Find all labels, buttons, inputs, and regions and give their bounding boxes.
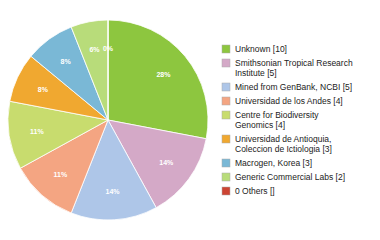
slice [108, 20, 208, 139]
chart: 28% 14% 14% 11% 11% 8% 8% 6%0% Unknown [10] Smith… [0, 0, 380, 240]
legend-item: Smithsonian Tropical ResearchInstitute [… [222, 58, 353, 78]
data-label: 11% [30, 128, 44, 135]
data-label: 0% [103, 45, 114, 52]
legend-item: Mined from GenBank, NCBI [5] [222, 82, 352, 92]
legend-label: 0 Others [] [235, 186, 275, 196]
legend-item: Generic Commercial Labs [2] [222, 172, 345, 182]
data-label: 11% [54, 171, 68, 178]
legend-item: Centre for BiodiversityGenomics [4] [222, 110, 319, 130]
data-label: 8% [38, 86, 49, 93]
slice [108, 20, 109, 120]
legend-swatch [222, 159, 230, 167]
legend-swatch [222, 97, 230, 105]
legend-swatch [222, 111, 230, 119]
legend-item: Macrogen, Korea [3] [222, 158, 312, 168]
legend-item: 0 Others [] [222, 186, 275, 196]
legend: Unknown [10] Smithsonian Tropical Researc… [222, 44, 353, 196]
legend-label: Generic Commercial Labs [2] [235, 172, 345, 182]
data-label: 8% [61, 58, 72, 65]
legend-swatch [222, 135, 230, 143]
legend-item: Unknown [10] [222, 44, 287, 54]
data-label: 6% [89, 46, 100, 53]
legend-label: Smithsonian Tropical ResearchInstitute [… [235, 58, 353, 78]
legend-label: Unknown [10] [235, 44, 287, 54]
data-label: 14% [106, 188, 121, 195]
legend-item: Universidad de Antioquia,Coleccion de Ic… [222, 134, 332, 154]
data-label: 28% [156, 71, 171, 78]
slice [71, 20, 108, 120]
legend-swatch [222, 83, 230, 91]
data-label: 14% [159, 159, 174, 166]
pie: 28% 14% 14% 11% 11% 8% 8% 6%0% [8, 20, 208, 220]
legend-label: Macrogen, Korea [3] [235, 158, 312, 168]
legend-swatch [222, 59, 230, 67]
legend-swatch [222, 187, 230, 195]
legend-item: Universidad de los Andes [4] [222, 96, 343, 106]
legend-swatch [222, 173, 230, 181]
legend-swatch [222, 45, 230, 53]
legend-label: Centre for BiodiversityGenomics [4] [235, 110, 319, 130]
legend-label: Universidad de los Andes [4] [235, 96, 343, 106]
legend-label: Mined from GenBank, NCBI [5] [235, 82, 352, 92]
legend-label: Universidad de Antioquia,Coleccion de Ic… [235, 134, 332, 154]
